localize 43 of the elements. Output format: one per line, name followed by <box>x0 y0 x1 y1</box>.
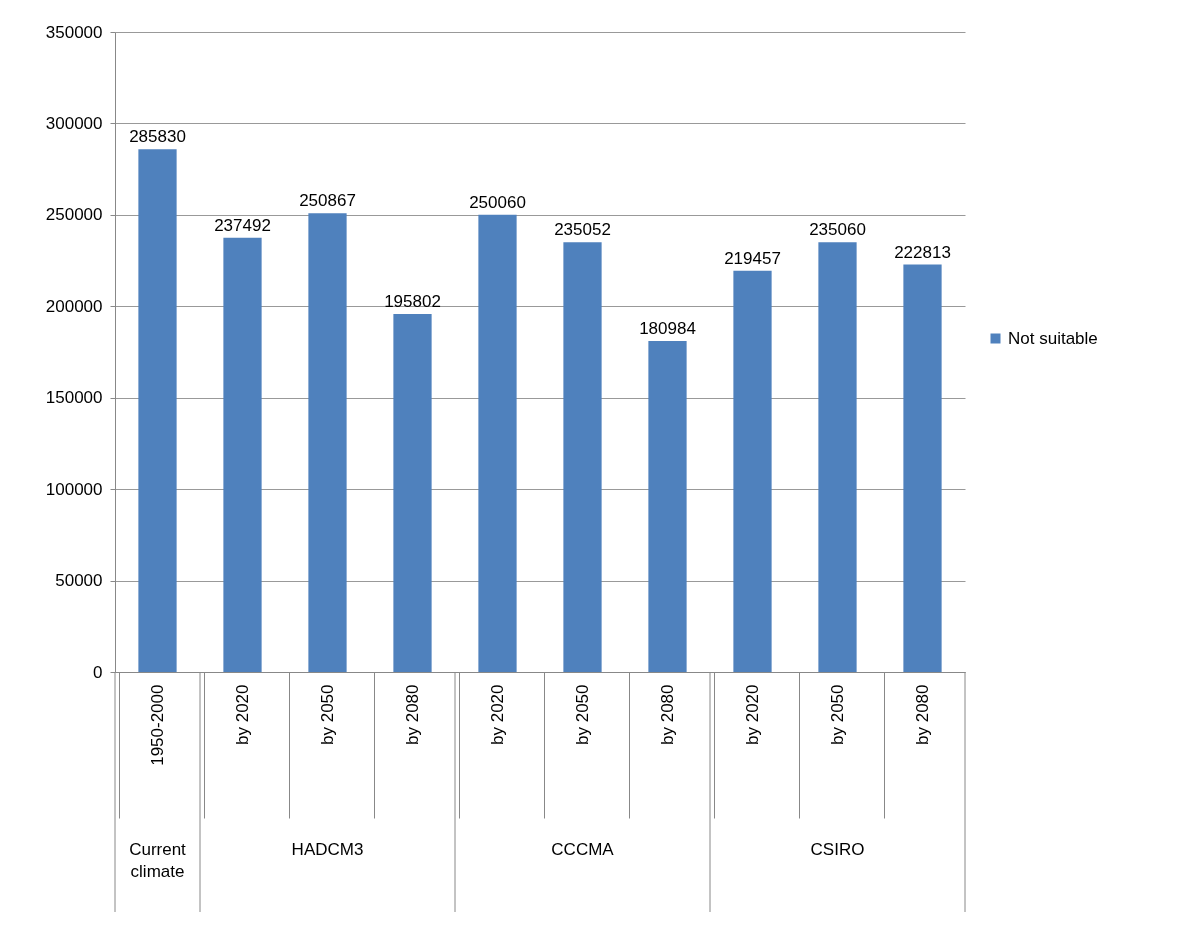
y-tick-label: 50000 <box>55 571 103 591</box>
bar <box>138 149 177 672</box>
data-label: 180984 <box>639 319 696 339</box>
y-tick-label: 250000 <box>45 205 103 225</box>
x-tick-label: by 2050 <box>572 684 592 745</box>
data-label: 237492 <box>214 215 271 235</box>
data-label: 235060 <box>809 220 866 240</box>
y-tick-label: 0 <box>93 662 103 682</box>
x-tick-label: by 2050 <box>317 684 337 745</box>
bar <box>223 237 262 672</box>
bar <box>393 313 432 672</box>
bar <box>733 270 772 672</box>
data-label: 235052 <box>554 220 611 240</box>
data-label: 250867 <box>299 191 356 211</box>
x-tick-label: 1950-2000 <box>147 684 167 766</box>
x-tick-label: by 2020 <box>487 684 507 745</box>
text: HADCM3 <box>291 840 364 859</box>
data-label: 222813 <box>894 242 951 262</box>
x-tick-label: by 2080 <box>657 684 677 745</box>
x-tick-label: by 2080 <box>402 684 422 745</box>
data-label: 285830 <box>129 127 186 147</box>
bar <box>648 341 687 672</box>
x-tick-label: by 2020 <box>232 684 252 745</box>
bar <box>818 242 857 672</box>
y-tick-label: 150000 <box>45 388 103 408</box>
y-tick-label: 200000 <box>45 296 103 316</box>
bar <box>308 213 347 672</box>
legend-label: Not suitable <box>1008 328 1098 348</box>
text: CCCMA <box>551 840 615 859</box>
data-label: 250060 <box>469 192 526 212</box>
data-label: 195802 <box>384 291 441 311</box>
x-tick-label: by 2050 <box>827 684 847 745</box>
y-tick-label: 100000 <box>45 479 103 499</box>
bar <box>563 242 602 672</box>
y-tick-label: 350000 <box>45 22 103 42</box>
y-tick-label: 300000 <box>45 113 103 133</box>
x-tick-label: by 2020 <box>742 684 762 745</box>
data-label: 219457 <box>724 248 781 268</box>
bar <box>478 214 517 672</box>
bar <box>903 264 942 672</box>
text: CSIRO <box>810 840 865 859</box>
text: Current climate <box>129 840 187 881</box>
x-tick-label: by 2080 <box>912 684 932 745</box>
